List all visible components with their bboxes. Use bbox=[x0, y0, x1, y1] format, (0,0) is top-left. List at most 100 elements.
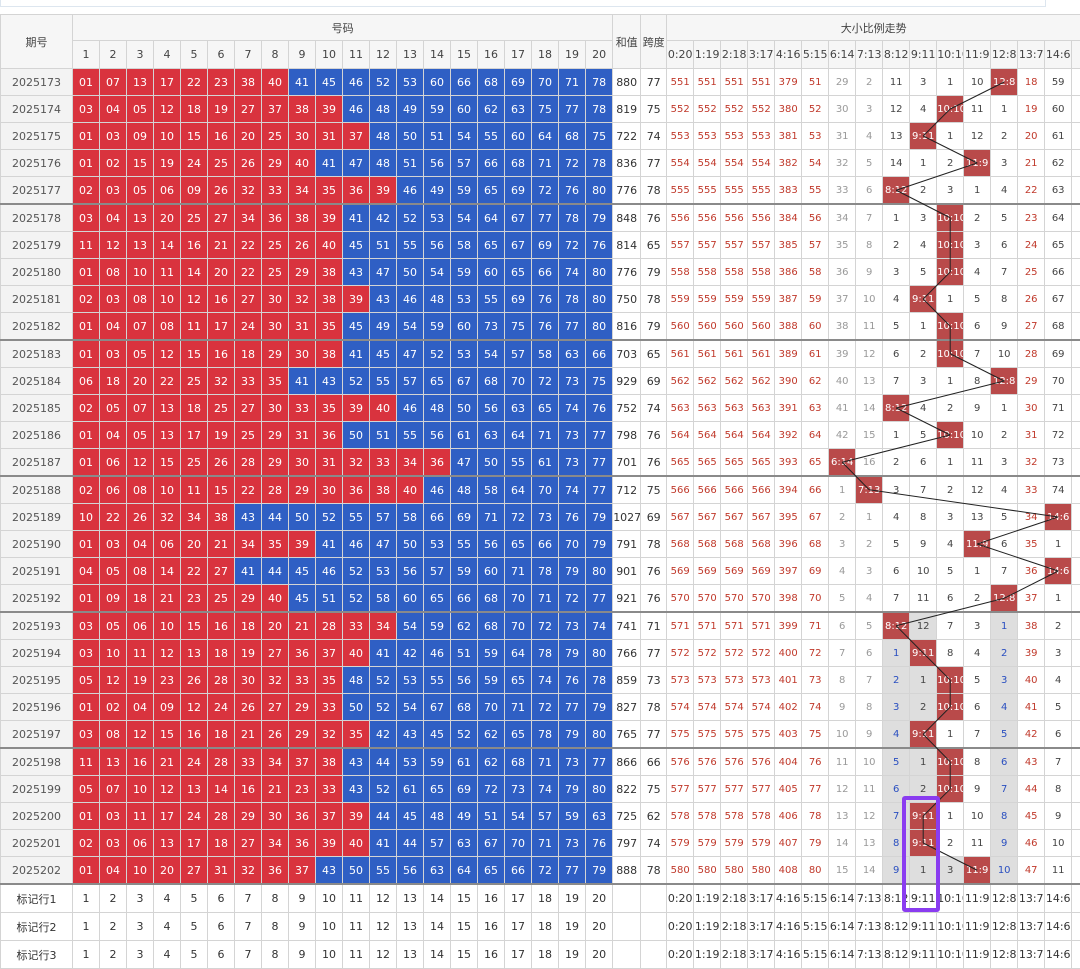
draw-number: 11 bbox=[127, 803, 154, 830]
ratio-miss: 396 bbox=[775, 531, 802, 558]
ratio-miss: 558 bbox=[721, 259, 748, 286]
draw-number: 64 bbox=[505, 476, 532, 504]
ratio-miss: 576 bbox=[694, 748, 721, 776]
period: 2025190 bbox=[1, 531, 73, 558]
sum: 776 bbox=[613, 177, 641, 205]
draw-number: 38 bbox=[316, 748, 343, 776]
ratio-cell bbox=[1072, 150, 1080, 177]
marker-ratio: 6:14 bbox=[829, 913, 856, 941]
ratio-miss: 551 bbox=[667, 69, 694, 96]
ratio-miss: 2 bbox=[991, 422, 1018, 449]
ratio-miss: 35 bbox=[829, 232, 856, 259]
draw-number: 38 bbox=[316, 259, 343, 286]
ratio-miss: 40 bbox=[1018, 667, 1045, 694]
draw-number: 76 bbox=[559, 504, 586, 531]
ratio-hit: 6:14 bbox=[829, 449, 856, 477]
draw-number: 10 bbox=[127, 857, 154, 885]
draw-number: 73 bbox=[559, 449, 586, 477]
draw-number: 27 bbox=[208, 204, 235, 232]
draw-number: 12 bbox=[127, 721, 154, 749]
marker-ratio: 12:8 bbox=[991, 941, 1018, 969]
ratio-miss: 565 bbox=[667, 449, 694, 477]
draw-number: 80 bbox=[586, 776, 613, 803]
draw-number: 28 bbox=[208, 748, 235, 776]
ratio-miss: 8 bbox=[964, 368, 991, 395]
ratio-miss: 6 bbox=[991, 531, 1018, 558]
ratio-miss: 7 bbox=[1045, 748, 1072, 776]
ratio-miss: 572 bbox=[667, 640, 694, 667]
draw-number: 63 bbox=[505, 96, 532, 123]
ratio-miss: 401 bbox=[775, 667, 802, 694]
ratio-miss: 571 bbox=[748, 612, 775, 640]
period: 2025184 bbox=[1, 368, 73, 395]
draw-number: 45 bbox=[343, 232, 370, 259]
ratio-miss: 1 bbox=[937, 123, 964, 150]
number-col-header: 1 bbox=[73, 41, 100, 69]
draw-number: 76 bbox=[559, 667, 586, 694]
draw-number: 58 bbox=[397, 504, 424, 531]
marker-number: 15 bbox=[451, 941, 478, 969]
ratio-miss: 62 bbox=[802, 368, 829, 395]
marker-ratio: 2:18 bbox=[721, 913, 748, 941]
sum: 1027 bbox=[613, 504, 641, 531]
ratio-miss: 404 bbox=[775, 748, 802, 776]
draw-number: 17 bbox=[181, 422, 208, 449]
ratio-miss: 562 bbox=[667, 368, 694, 395]
ratio-col-header: 9:11 bbox=[910, 41, 937, 69]
draw-number: 52 bbox=[397, 204, 424, 232]
ratio-miss: 577 bbox=[721, 776, 748, 803]
draw-number: 65 bbox=[505, 531, 532, 558]
ratio-miss: 577 bbox=[694, 776, 721, 803]
period: 2025189 bbox=[1, 504, 73, 531]
draw-number: 78 bbox=[586, 150, 613, 177]
draw-number: 76 bbox=[586, 232, 613, 259]
ratio-miss: 576 bbox=[721, 748, 748, 776]
draw-number: 10 bbox=[127, 259, 154, 286]
marker-number: 19 bbox=[559, 913, 586, 941]
ratio-miss: 7 bbox=[883, 585, 910, 613]
marker-ratio: 12:8 bbox=[991, 884, 1018, 913]
number-col-header: 15 bbox=[451, 41, 478, 69]
marker-ratio: 2:18 bbox=[721, 884, 748, 913]
draw-number: 80 bbox=[586, 558, 613, 585]
ratio-miss: 559 bbox=[721, 286, 748, 313]
ratio-miss: 3 bbox=[991, 449, 1018, 477]
ratio-miss: 55 bbox=[802, 177, 829, 205]
draw-number: 59 bbox=[451, 177, 478, 205]
draw-number: 44 bbox=[262, 504, 289, 531]
draw-number: 69 bbox=[451, 504, 478, 531]
number-col-header: 17 bbox=[505, 41, 532, 69]
ratio-miss: 2 bbox=[964, 204, 991, 232]
draw-number: 44 bbox=[397, 830, 424, 857]
ratio-col-header bbox=[1072, 41, 1080, 69]
draw-number: 14 bbox=[208, 776, 235, 803]
draw-number: 22 bbox=[235, 259, 262, 286]
marker-number: 12 bbox=[370, 913, 397, 941]
ratio-miss: 6 bbox=[829, 612, 856, 640]
ratio-miss: 4 bbox=[883, 286, 910, 313]
ratio-miss: 8 bbox=[937, 640, 964, 667]
draw-number: 73 bbox=[559, 748, 586, 776]
ratio-miss: 386 bbox=[775, 259, 802, 286]
ratio-miss: 579 bbox=[694, 830, 721, 857]
ratio-miss: 5 bbox=[991, 721, 1018, 749]
draw-number: 21 bbox=[235, 721, 262, 749]
draw-number: 61 bbox=[451, 748, 478, 776]
ratio-miss: 9 bbox=[964, 776, 991, 803]
ratio-cell bbox=[1072, 830, 1080, 857]
ratio-miss: 30 bbox=[829, 96, 856, 123]
ratio-miss: 67 bbox=[1045, 286, 1072, 313]
ratio-miss: 6 bbox=[883, 558, 910, 585]
ratio-cell bbox=[1072, 531, 1080, 558]
draw-number: 79 bbox=[559, 640, 586, 667]
draw-number: 52 bbox=[451, 721, 478, 749]
ratio-miss: 571 bbox=[694, 612, 721, 640]
draw-number: 08 bbox=[100, 259, 127, 286]
marker-ratio: 4:16 bbox=[775, 913, 802, 941]
draw-number: 49 bbox=[370, 313, 397, 341]
ratio-miss: 3 bbox=[883, 259, 910, 286]
ratio-miss: 402 bbox=[775, 694, 802, 721]
ratio-miss: 579 bbox=[667, 830, 694, 857]
ratio-miss: 571 bbox=[721, 612, 748, 640]
ratio-miss: 8 bbox=[856, 694, 883, 721]
